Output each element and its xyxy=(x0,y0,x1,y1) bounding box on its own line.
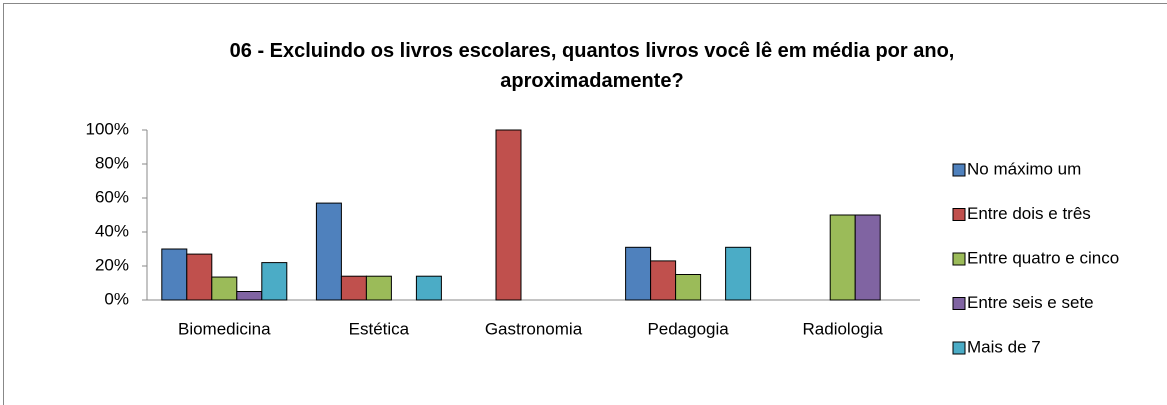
legend-swatch xyxy=(952,297,966,310)
bar xyxy=(315,202,342,301)
bar xyxy=(829,214,856,301)
legend-label: Entre dois e três xyxy=(967,204,1091,223)
legend-label: Entre seis e sete xyxy=(967,293,1094,312)
bar xyxy=(186,253,213,301)
bar xyxy=(236,291,263,301)
bar xyxy=(725,246,752,301)
bar xyxy=(211,276,238,301)
legend-swatch xyxy=(952,252,966,266)
bar xyxy=(261,262,288,301)
bar xyxy=(625,246,652,301)
bar xyxy=(650,260,677,301)
bar xyxy=(854,214,881,301)
legend-swatch xyxy=(952,163,966,177)
legend-label: Mais de 7 xyxy=(967,337,1041,356)
y-tick-label: 80% xyxy=(95,153,129,172)
y-tick-label: 100% xyxy=(86,119,129,138)
x-tick-label: Pedagogia xyxy=(647,319,729,338)
x-tick-label: Radiologia xyxy=(803,319,884,338)
legend-swatch xyxy=(952,208,966,221)
chart-title: 06 - Excluindo os livros escolares, quan… xyxy=(229,40,955,92)
y-tick-label: 0% xyxy=(104,289,129,308)
bar xyxy=(340,275,367,301)
y-tick-label: 40% xyxy=(95,221,129,240)
legend-label: No máximo um xyxy=(967,159,1081,178)
x-tick-label: Biomedicina xyxy=(178,319,271,338)
y-tick-label: 20% xyxy=(95,255,129,274)
bar xyxy=(675,274,702,301)
bar xyxy=(365,275,392,301)
x-tick-label: Estética xyxy=(349,319,410,338)
bar xyxy=(495,129,522,301)
bar xyxy=(415,275,442,301)
legend-label: Entre quatro e cinco xyxy=(967,248,1119,267)
bar xyxy=(161,248,188,301)
x-tick-label: Gastronomia xyxy=(485,319,583,338)
legend-swatch xyxy=(952,341,966,355)
y-tick-label: 60% xyxy=(95,187,129,206)
frame xyxy=(3,3,1167,405)
